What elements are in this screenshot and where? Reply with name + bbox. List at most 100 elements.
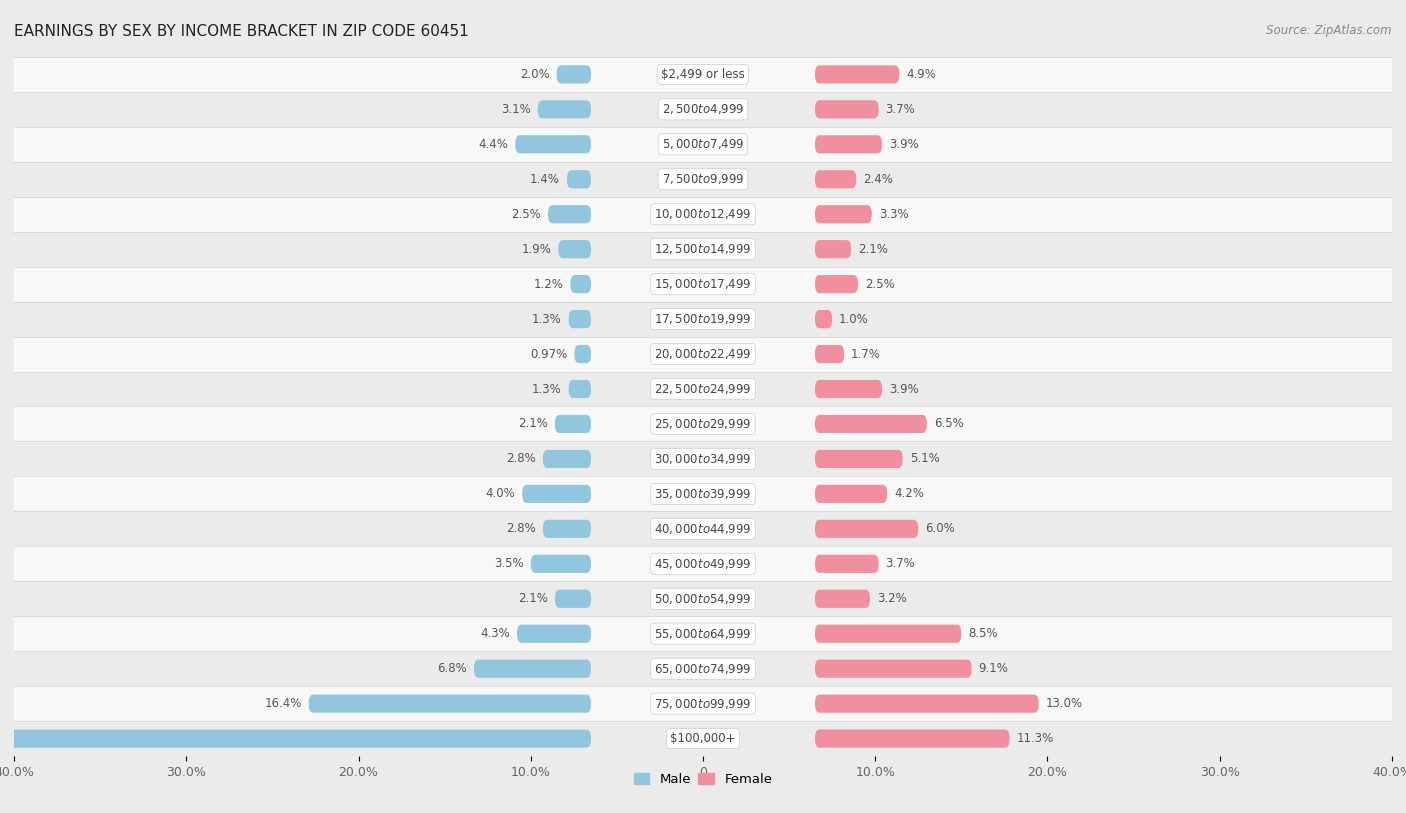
Text: 6.8%: 6.8% — [437, 663, 467, 675]
FancyBboxPatch shape — [557, 65, 591, 84]
Text: 1.3%: 1.3% — [531, 313, 562, 325]
Text: 8.5%: 8.5% — [969, 628, 998, 640]
Bar — [14, 372, 1392, 406]
Text: $25,000 to $29,999: $25,000 to $29,999 — [654, 417, 752, 431]
Text: 2.8%: 2.8% — [506, 453, 536, 465]
Bar — [14, 302, 1392, 337]
Text: 2.5%: 2.5% — [512, 208, 541, 220]
FancyBboxPatch shape — [0, 729, 591, 748]
Text: $30,000 to $34,999: $30,000 to $34,999 — [654, 452, 752, 466]
Text: $20,000 to $22,499: $20,000 to $22,499 — [654, 347, 752, 361]
FancyBboxPatch shape — [815, 100, 879, 119]
FancyBboxPatch shape — [815, 729, 1010, 748]
Text: 6.0%: 6.0% — [925, 523, 955, 535]
FancyBboxPatch shape — [571, 275, 591, 293]
FancyBboxPatch shape — [815, 659, 972, 678]
FancyBboxPatch shape — [815, 135, 882, 154]
FancyBboxPatch shape — [815, 65, 900, 84]
Text: 1.4%: 1.4% — [530, 173, 560, 185]
Text: $50,000 to $54,999: $50,000 to $54,999 — [654, 592, 752, 606]
FancyBboxPatch shape — [815, 380, 882, 398]
Text: EARNINGS BY SEX BY INCOME BRACKET IN ZIP CODE 60451: EARNINGS BY SEX BY INCOME BRACKET IN ZIP… — [14, 24, 468, 39]
Text: $2,499 or less: $2,499 or less — [661, 68, 745, 80]
Bar — [14, 162, 1392, 197]
Text: 2.1%: 2.1% — [519, 593, 548, 605]
FancyBboxPatch shape — [815, 554, 879, 573]
FancyBboxPatch shape — [474, 659, 591, 678]
Text: Source: ZipAtlas.com: Source: ZipAtlas.com — [1267, 24, 1392, 37]
Text: $10,000 to $12,499: $10,000 to $12,499 — [654, 207, 752, 221]
Text: $22,500 to $24,999: $22,500 to $24,999 — [654, 382, 752, 396]
Text: 2.0%: 2.0% — [520, 68, 550, 80]
Text: 3.9%: 3.9% — [889, 383, 918, 395]
Text: 1.2%: 1.2% — [534, 278, 564, 290]
Text: 3.9%: 3.9% — [889, 138, 918, 150]
Bar — [14, 197, 1392, 232]
Bar — [14, 337, 1392, 372]
Text: 6.5%: 6.5% — [934, 418, 963, 430]
Text: 3.1%: 3.1% — [501, 103, 531, 115]
FancyBboxPatch shape — [815, 275, 858, 293]
Text: 3.2%: 3.2% — [877, 593, 907, 605]
FancyBboxPatch shape — [555, 589, 591, 608]
Bar — [14, 232, 1392, 267]
Text: 3.7%: 3.7% — [886, 103, 915, 115]
FancyBboxPatch shape — [815, 589, 870, 608]
FancyBboxPatch shape — [558, 240, 591, 259]
Text: 1.7%: 1.7% — [851, 348, 882, 360]
Bar — [14, 127, 1392, 162]
FancyBboxPatch shape — [815, 520, 918, 538]
Text: $100,000+: $100,000+ — [671, 733, 735, 745]
Legend: Male, Female: Male, Female — [628, 767, 778, 791]
Text: 4.9%: 4.9% — [907, 68, 936, 80]
FancyBboxPatch shape — [815, 345, 844, 363]
Bar — [14, 616, 1392, 651]
FancyBboxPatch shape — [308, 694, 591, 713]
Text: 4.0%: 4.0% — [485, 488, 515, 500]
Text: 1.0%: 1.0% — [839, 313, 869, 325]
Text: $65,000 to $74,999: $65,000 to $74,999 — [654, 662, 752, 676]
Text: 3.3%: 3.3% — [879, 208, 908, 220]
Text: 1.3%: 1.3% — [531, 383, 562, 395]
FancyBboxPatch shape — [548, 205, 591, 224]
FancyBboxPatch shape — [531, 554, 591, 573]
Text: 0.97%: 0.97% — [530, 348, 568, 360]
Text: $35,000 to $39,999: $35,000 to $39,999 — [654, 487, 752, 501]
FancyBboxPatch shape — [815, 170, 856, 189]
FancyBboxPatch shape — [568, 310, 591, 328]
Text: 3.7%: 3.7% — [886, 558, 915, 570]
Bar — [14, 511, 1392, 546]
FancyBboxPatch shape — [515, 135, 591, 154]
Text: 2.8%: 2.8% — [506, 523, 536, 535]
Text: $5,000 to $7,499: $5,000 to $7,499 — [662, 137, 744, 151]
FancyBboxPatch shape — [543, 450, 591, 468]
Bar — [14, 546, 1392, 581]
Text: 4.3%: 4.3% — [481, 628, 510, 640]
Text: 11.3%: 11.3% — [1017, 733, 1053, 745]
FancyBboxPatch shape — [815, 310, 832, 328]
FancyBboxPatch shape — [537, 100, 591, 119]
Bar — [14, 721, 1392, 756]
Bar — [14, 57, 1392, 92]
FancyBboxPatch shape — [815, 450, 903, 468]
Text: 9.1%: 9.1% — [979, 663, 1008, 675]
Text: 2.1%: 2.1% — [858, 243, 887, 255]
Text: 1.9%: 1.9% — [522, 243, 551, 255]
Text: $45,000 to $49,999: $45,000 to $49,999 — [654, 557, 752, 571]
Text: 2.1%: 2.1% — [519, 418, 548, 430]
FancyBboxPatch shape — [517, 624, 591, 643]
Text: $7,500 to $9,999: $7,500 to $9,999 — [662, 172, 744, 186]
Text: 2.4%: 2.4% — [863, 173, 893, 185]
Bar — [14, 651, 1392, 686]
FancyBboxPatch shape — [815, 240, 851, 259]
FancyBboxPatch shape — [815, 205, 872, 224]
Text: $40,000 to $44,999: $40,000 to $44,999 — [654, 522, 752, 536]
Text: 4.2%: 4.2% — [894, 488, 924, 500]
Text: $75,000 to $99,999: $75,000 to $99,999 — [654, 697, 752, 711]
FancyBboxPatch shape — [555, 415, 591, 433]
Text: 13.0%: 13.0% — [1046, 698, 1083, 710]
Bar — [14, 581, 1392, 616]
Text: $55,000 to $64,999: $55,000 to $64,999 — [654, 627, 752, 641]
Text: $2,500 to $4,999: $2,500 to $4,999 — [662, 102, 744, 116]
FancyBboxPatch shape — [543, 520, 591, 538]
